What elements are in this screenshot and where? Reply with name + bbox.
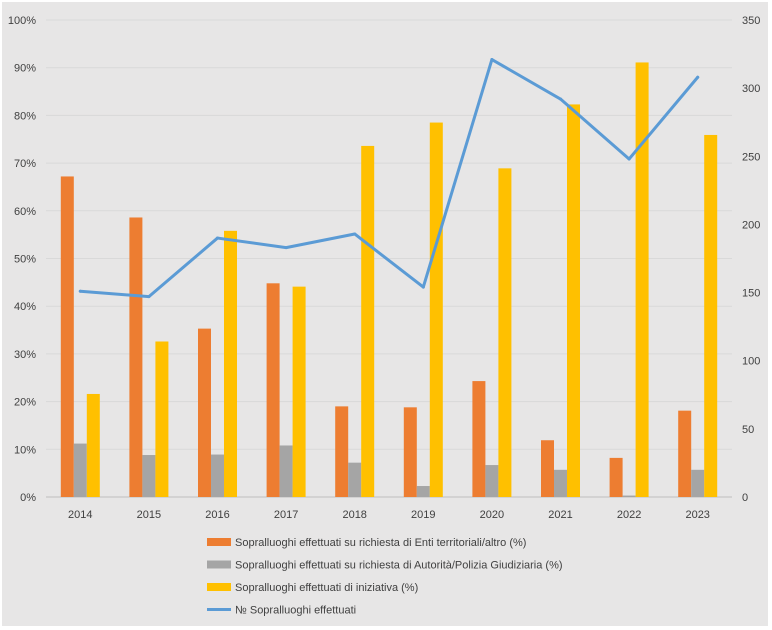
legend-label: Sopralluoghi effettuati di iniziativa (%… bbox=[235, 582, 418, 594]
bar bbox=[198, 328, 211, 497]
bar bbox=[361, 145, 375, 498]
legend-swatch bbox=[207, 560, 231, 569]
bar bbox=[155, 341, 169, 497]
x-axis-tick-label: 2014 bbox=[68, 509, 92, 521]
left-axis-tick-label: 30% bbox=[14, 349, 36, 361]
left-axis-tick-label: 20% bbox=[14, 397, 36, 409]
line-point bbox=[421, 285, 425, 289]
bar bbox=[224, 230, 237, 498]
bar-series bbox=[60, 62, 718, 498]
x-axis-tick-label: 2017 bbox=[274, 509, 298, 521]
line-series bbox=[78, 58, 700, 299]
bar bbox=[142, 455, 156, 497]
series-line bbox=[78, 58, 700, 299]
line-point bbox=[696, 75, 700, 79]
bar bbox=[609, 457, 623, 497]
bar bbox=[485, 465, 499, 497]
bar bbox=[403, 407, 417, 497]
x-axis-tick-label: 2022 bbox=[617, 509, 641, 521]
bar bbox=[541, 440, 554, 497]
line-point bbox=[284, 246, 288, 250]
left-axis-tick-label: 90% bbox=[14, 63, 36, 75]
x-axis-tick-label: 2019 bbox=[411, 509, 435, 521]
legend-label: № Sopralluoghi effettuati bbox=[235, 605, 356, 617]
bar bbox=[622, 495, 636, 497]
left-axis-tick-label: 10% bbox=[14, 444, 36, 456]
legend-item: № Sopralluoghi effettuati bbox=[207, 605, 356, 617]
bar bbox=[498, 168, 512, 498]
left-y-axis: 0% 10% 20% 30% 40% 50% 60% 70% 80% 90% 100% bbox=[8, 15, 36, 504]
bar bbox=[211, 454, 224, 497]
legend-swatch bbox=[207, 583, 231, 591]
bar bbox=[567, 104, 580, 497]
bar bbox=[554, 469, 567, 497]
left-axis-tick-label: 70% bbox=[14, 158, 36, 170]
line-point bbox=[78, 289, 82, 293]
bar bbox=[279, 445, 293, 497]
bar bbox=[429, 122, 443, 498]
line-point bbox=[353, 232, 357, 236]
x-axis-tick-label: 2016 bbox=[205, 509, 229, 521]
bar bbox=[86, 393, 100, 497]
right-axis-tick-label: 200 bbox=[742, 219, 760, 231]
x-axis-tick-label: 2021 bbox=[548, 509, 572, 521]
line-point bbox=[559, 97, 562, 101]
legend: Sopralluoghi effettuati su richiesta di … bbox=[207, 537, 563, 617]
line-point bbox=[627, 157, 631, 161]
legend-swatch bbox=[207, 538, 231, 546]
line-point bbox=[216, 236, 219, 240]
right-axis-tick-label: 350 bbox=[742, 15, 760, 27]
bar bbox=[472, 381, 486, 497]
x-axis-tick-label: 2015 bbox=[137, 509, 161, 521]
right-axis-tick-label: 100 bbox=[742, 356, 760, 368]
bar bbox=[635, 62, 649, 497]
legend-item: Sopralluoghi effettuati su richiesta di … bbox=[207, 537, 526, 549]
right-axis-tick-label: 50 bbox=[742, 424, 754, 436]
bar bbox=[416, 486, 430, 497]
right-axis-tick-label: 150 bbox=[742, 288, 760, 300]
left-axis-tick-label: 60% bbox=[14, 206, 36, 218]
legend-label: Sopralluoghi effettuati su richiesta di … bbox=[235, 537, 526, 549]
bar bbox=[678, 410, 692, 497]
legend-item: Sopralluoghi effettuati di iniziativa (%… bbox=[207, 582, 418, 594]
line-point bbox=[147, 295, 151, 299]
right-axis-tick-label: 250 bbox=[742, 151, 760, 163]
bar bbox=[266, 283, 280, 497]
bar bbox=[292, 286, 306, 497]
x-axis-tick-label: 2018 bbox=[342, 509, 366, 521]
bar bbox=[335, 406, 349, 497]
left-axis-tick-label: 100% bbox=[8, 15, 36, 27]
bar bbox=[348, 462, 362, 497]
left-axis-tick-label: 80% bbox=[14, 110, 36, 122]
bar bbox=[129, 217, 143, 497]
right-axis-tick-label: 0 bbox=[742, 492, 748, 504]
right-y-axis: 0 50 100 150 200 250 300 350 bbox=[742, 15, 760, 504]
right-axis-tick-label: 300 bbox=[742, 83, 760, 95]
bar bbox=[60, 176, 74, 497]
legend-item: Sopralluoghi effettuati su richiesta di … bbox=[207, 560, 563, 572]
legend-label: Sopralluoghi effettuati su richiesta di … bbox=[235, 560, 563, 572]
bar bbox=[704, 134, 718, 497]
left-axis-tick-label: 0% bbox=[20, 492, 36, 504]
x-axis-tick-label: 2020 bbox=[480, 509, 504, 521]
x-axis: 2014 2015 2016 2017 2018 2019 2020 2021 2022 2023 bbox=[68, 509, 710, 521]
bar bbox=[691, 469, 705, 497]
line-point bbox=[490, 58, 494, 62]
left-axis-tick-label: 40% bbox=[14, 301, 36, 313]
left-axis-tick-label: 50% bbox=[14, 254, 36, 266]
bar bbox=[73, 443, 87, 497]
x-axis-tick-label: 2023 bbox=[685, 509, 709, 521]
